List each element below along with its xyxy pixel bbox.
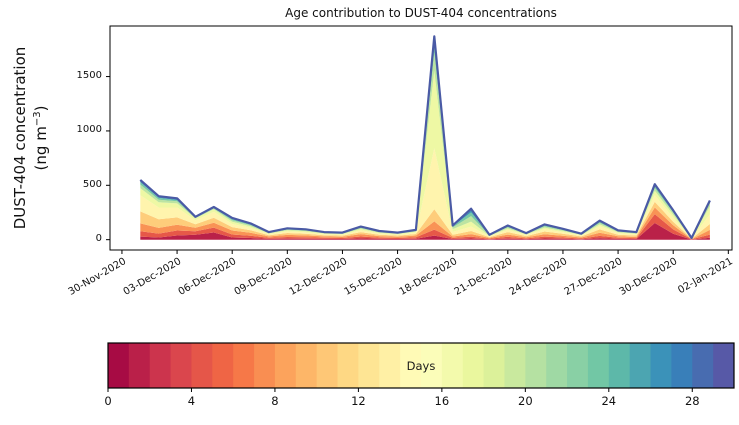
colorbar-tick-label: 0 <box>104 394 112 408</box>
colorbar-segment <box>212 343 234 388</box>
colorbar-segment <box>421 343 443 388</box>
colorbar-border <box>107 342 735 389</box>
chart-title: Age contribution to DUST-404 concentrati… <box>285 6 557 20</box>
y-tick-label: 0 <box>95 233 102 245</box>
y-tick-label: 1500 <box>76 70 102 82</box>
colorbar-segment <box>650 343 672 388</box>
colorbar-segment <box>692 343 714 388</box>
colorbar-segment <box>441 343 464 388</box>
colorbar-segment <box>483 343 505 388</box>
colorbar-segment <box>713 343 735 388</box>
total-line <box>139 35 711 240</box>
colorbar-tick-label: 4 <box>187 394 196 408</box>
area-band-3 <box>140 201 710 240</box>
area-band-0 <box>140 223 710 240</box>
colorbar-segment <box>462 343 485 388</box>
colorbar-tick-label: 16 <box>434 394 450 408</box>
area-band-1 <box>140 214 710 240</box>
colorbar-segment <box>233 343 255 388</box>
colorbar-tick-label: 20 <box>518 394 533 408</box>
colorbar-segment <box>128 343 151 388</box>
colorbar-segment <box>170 343 192 388</box>
colorbar-segment <box>316 343 339 388</box>
colorbar-tick-label: 12 <box>351 394 366 408</box>
colorbar-segment <box>358 343 380 388</box>
colorbar-segment <box>274 343 297 388</box>
colorbar-segment <box>629 343 652 388</box>
plot-border <box>109 25 733 251</box>
colorbar-segment <box>671 343 693 388</box>
area-band-6 <box>140 52 710 239</box>
y-tick-label: 500 <box>82 178 102 190</box>
colorbar-segment <box>295 343 318 388</box>
colorbar-segment <box>400 343 422 388</box>
colorbar-segment <box>546 343 568 388</box>
colorbar-tick-label: 8 <box>271 394 279 408</box>
colorbar-segment <box>379 343 401 388</box>
y-tick-label: 1000 <box>76 124 102 136</box>
colorbar-segment <box>191 343 213 388</box>
colorbar-segment <box>587 343 610 388</box>
colorbar-segment <box>608 343 631 388</box>
area-band-5 <box>140 70 710 239</box>
colorbar-segment <box>567 343 589 388</box>
colorbar-segment <box>149 343 172 388</box>
colorbar-segment <box>525 343 547 388</box>
colorbar-segment <box>254 343 276 388</box>
colorbar-segment <box>108 343 130 388</box>
area-band-2 <box>140 207 710 240</box>
area-band-4 <box>140 148 710 239</box>
colorbar-tick-label: 28 <box>684 394 700 408</box>
colorbar-label: Days <box>406 359 436 373</box>
colorbar-tick-label: 24 <box>601 394 617 408</box>
colorbar-segment <box>337 343 359 388</box>
colorbar-segment <box>504 343 526 388</box>
